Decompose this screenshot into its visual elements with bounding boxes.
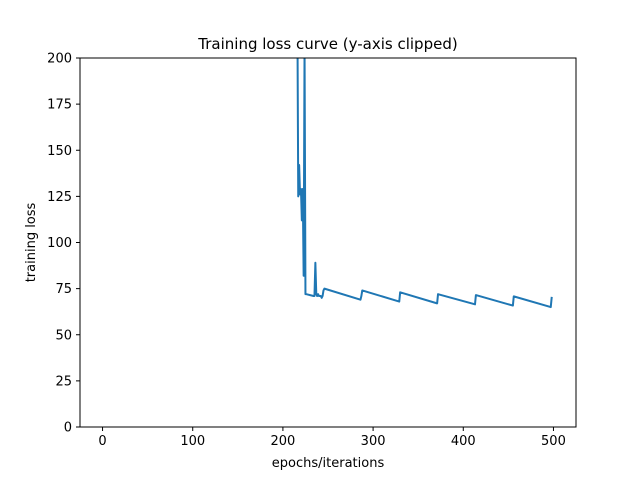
plot-area [79, 57, 577, 428]
chart-title: Training loss curve (y-axis clipped) [197, 35, 457, 53]
y-tick-label: 75 [55, 282, 72, 297]
x-tick-label: 300 [361, 434, 386, 449]
x-tick-label: 100 [180, 434, 205, 449]
x-tick-label: 400 [451, 434, 476, 449]
y-tick-label: 200 [47, 52, 72, 67]
x-axis-label: epochs/iterations [272, 456, 385, 471]
x-tick-label: 500 [541, 434, 566, 449]
y-tick-label: 100 [47, 236, 72, 251]
y-tick-label: 25 [55, 374, 72, 389]
y-tick-label: 125 [47, 190, 72, 205]
y-tick-label: 50 [55, 328, 72, 343]
x-tick-label: 200 [270, 434, 295, 449]
series-layer [296, 58, 553, 309]
y-tick-label: 0 [64, 421, 72, 436]
y-tick-label: 175 [47, 98, 72, 113]
x-axis-ticks: 0 100 200 300 400 500 [98, 427, 566, 449]
y-axis-ticks: 0 25 50 75 100 125 150 175 200 [47, 52, 80, 436]
x-tick-label: 0 [98, 434, 106, 449]
loss-series-line [296, 58, 553, 309]
plot-frame [79, 57, 577, 428]
y-axis-label: training loss [24, 202, 39, 282]
y-tick-label: 150 [47, 144, 72, 159]
